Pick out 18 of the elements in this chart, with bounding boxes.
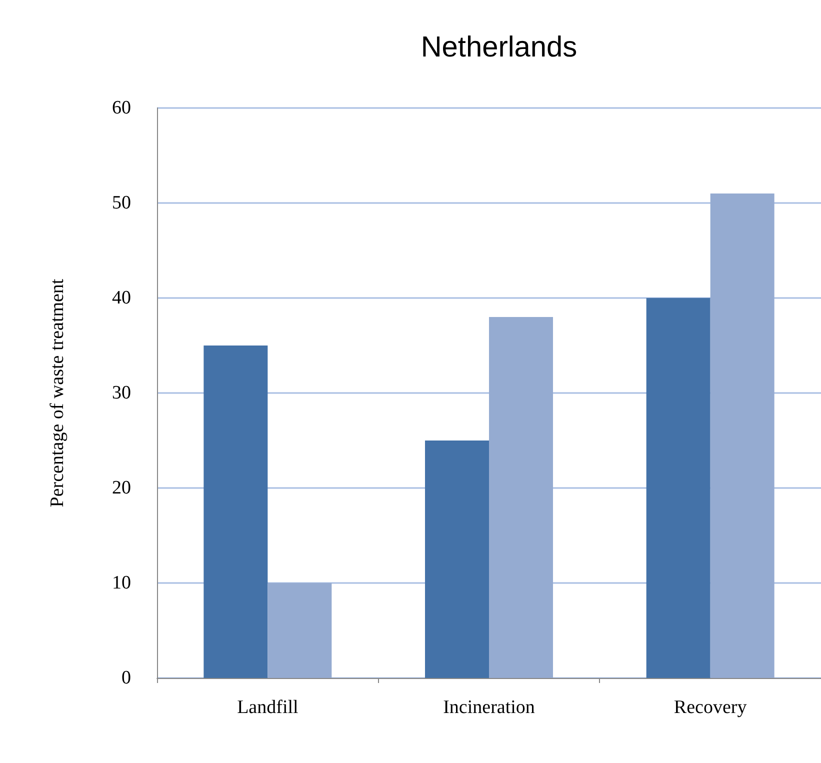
chart-title: Netherlands (420, 32, 578, 64)
bar (268, 583, 332, 678)
y-tick-label: 30 (112, 382, 131, 404)
y-axis-title: Percentage of waste treatment (47, 278, 68, 508)
x-tick-label: Incineration (443, 697, 536, 718)
y-tick-label: 0 (122, 668, 131, 688)
y-tick-label: 20 (112, 478, 131, 498)
x-tick-label: Recovery (674, 697, 748, 718)
y-tick-label: 60 (112, 98, 131, 118)
bar (425, 440, 489, 678)
bar (710, 194, 774, 678)
bar (489, 317, 553, 678)
y-tick-label: 40 (112, 288, 131, 308)
y-tick-label: 50 (112, 192, 131, 214)
bar (204, 346, 268, 678)
x-tick-label: Landfill (237, 697, 298, 718)
bar (646, 298, 710, 678)
y-tick-label: 10 (112, 572, 131, 594)
